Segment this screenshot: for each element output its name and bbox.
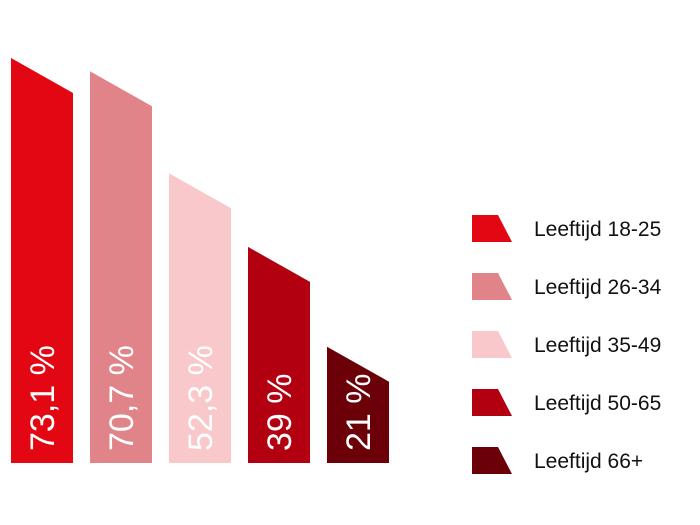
bar-2	[90, 71, 152, 464]
bar-5	[327, 346, 389, 463]
legend-label-4: Leeftijd 50-65	[534, 392, 661, 415]
legend-swatch-5	[472, 447, 512, 474]
bar-value-label-1: 73,1 %	[24, 345, 62, 451]
bar-3	[169, 173, 231, 463]
bar-value-label-5: 21 %	[340, 374, 378, 452]
legend-label-3: Leeftijd 35-49	[534, 334, 661, 357]
legend-swatch-2	[472, 273, 512, 300]
legend: Leeftijd 18-25 Leeftijd 26-34 Leeftijd 35-…	[472, 215, 662, 474]
legend-label-2: Leeftijd 26-34	[534, 276, 662, 299]
bar-value-label-2: 70,7 %	[103, 345, 141, 451]
legend-item-2: Leeftijd 26-34	[472, 273, 662, 300]
bar-1	[11, 58, 73, 463]
legend-item-5: Leeftijd 66+	[472, 447, 643, 474]
legend-swatch-4	[472, 389, 512, 416]
bars-group: 73,1 % 70,7 % 52,3 % 39 % 21 %	[11, 58, 389, 464]
bar-4	[248, 246, 310, 463]
legend-label-5: Leeftijd 66+	[534, 450, 643, 473]
legend-item-4: Leeftijd 50-65	[472, 389, 661, 416]
legend-swatch-1	[472, 215, 512, 242]
bar-value-label-4: 39 %	[261, 374, 299, 452]
legend-swatch-3	[472, 331, 512, 358]
legend-label-1: Leeftijd 18-25	[534, 218, 661, 241]
bar-value-label-3: 52,3 %	[182, 345, 220, 451]
legend-item-3: Leeftijd 35-49	[472, 331, 661, 358]
legend-item-1: Leeftijd 18-25	[472, 215, 661, 242]
